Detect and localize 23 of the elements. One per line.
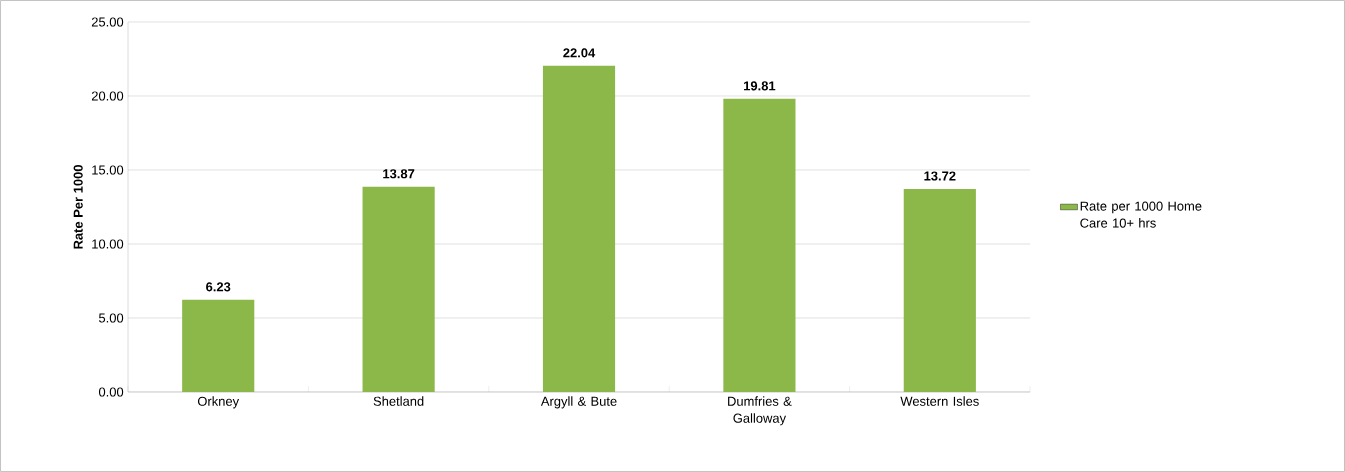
- y-tick-label: 25.00: [91, 17, 124, 27]
- bar: [362, 186, 435, 392]
- x-tick-label: Western Isles: [900, 396, 979, 406]
- y-tick-label: 5.00: [98, 313, 124, 323]
- y-axis-title: Rate Per 1000: [73, 165, 83, 249]
- x-tick-label: Dumfries & Galloway: [728, 396, 792, 426]
- x-tick-label: Shetland: [373, 396, 424, 406]
- bar: [542, 65, 616, 392]
- bar: [182, 299, 255, 392]
- y-tick-label: 10.00: [92, 239, 124, 249]
- data-label: 13.72: [924, 171, 956, 181]
- data-label: 22.04: [563, 48, 596, 58]
- y-tick-label: 0.00: [98, 387, 124, 397]
- y-tick-label: 20.00: [91, 91, 124, 101]
- data-label: 6.23: [206, 282, 231, 292]
- bar: [903, 188, 976, 392]
- legend-label: Rate per 1000 Home Care 10+ hrs: [1080, 201, 1202, 228]
- x-tick-label: Orkney: [197, 396, 240, 409]
- x-tick-label: Argyll & Bute: [540, 396, 617, 409]
- y-tick-label: 15.00: [92, 165, 124, 175]
- bar: [723, 98, 796, 392]
- data-label: 19.81: [744, 81, 776, 91]
- data-label: 13.87: [383, 169, 415, 179]
